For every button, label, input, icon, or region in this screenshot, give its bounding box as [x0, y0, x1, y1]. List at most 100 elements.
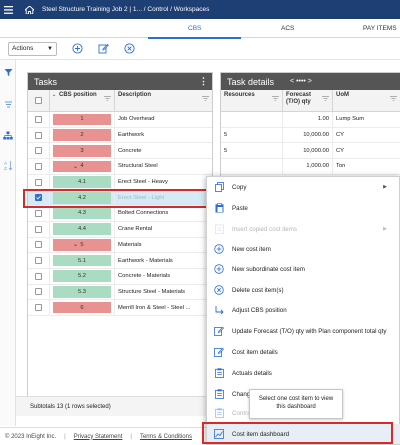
select-all-checkbox[interactable]: [35, 97, 42, 104]
description-cell[interactable]: Concrete: [118, 147, 142, 154]
detail-row[interactable]: 1,000.00 Ton: [221, 159, 400, 175]
kebab-menu-icon[interactable]: ⋮: [199, 76, 208, 86]
cbs-position-header[interactable]: CBS position ⌄: [50, 90, 115, 111]
row-checkbox[interactable]: [35, 241, 42, 249]
row-checkbox[interactable]: [35, 131, 42, 139]
uom-cell[interactable]: CY: [336, 147, 345, 154]
cbs-position-chip[interactable]: 5.2: [53, 270, 111, 283]
add-circle-icon[interactable]: [71, 43, 83, 55]
context-menu-item[interactable]: Copy ▶: [207, 177, 400, 197]
cbs-position-chip[interactable]: 6: [53, 301, 111, 314]
row-checkbox[interactable]: [35, 115, 42, 123]
row-checkbox[interactable]: [35, 147, 42, 155]
task-row[interactable]: 6 Merrill Iron & Steel - Steel ...: [28, 300, 212, 316]
context-menu-item[interactable]: Actuals details: [207, 363, 400, 383]
resources-cell[interactable]: 5: [221, 127, 283, 143]
description-cell[interactable]: Structural Steel: [118, 163, 158, 170]
description-cell[interactable]: Erect Steel - Light: [118, 194, 165, 201]
resources-header[interactable]: Resources: [221, 90, 283, 111]
row-checkbox[interactable]: [35, 225, 42, 233]
context-menu-item[interactable]: Insert copied cost items ▶: [207, 219, 400, 239]
cbs-position-chip[interactable]: 4.2: [53, 191, 111, 204]
detail-row[interactable]: 5 10,000.00 CY: [221, 143, 400, 160]
actions-dropdown[interactable]: Actions ▼: [8, 41, 57, 56]
task-row[interactable]: 4.2 Erect Steel - Light: [28, 190, 212, 207]
detail-row[interactable]: 1.00 Lump Sum: [221, 112, 400, 128]
cbs-position-chip[interactable]: 4.4: [53, 223, 111, 235]
row-checkbox[interactable]: [35, 178, 42, 186]
task-row[interactable]: 1 Job Overhead: [28, 112, 212, 128]
row-checkbox[interactable]: [35, 304, 42, 312]
context-menu-item[interactable]: Cost item details: [207, 342, 400, 362]
expand-chevron-icon[interactable]: ⌄: [73, 163, 79, 170]
cbs-position-chip[interactable]: 5.1: [53, 254, 111, 267]
detail-row[interactable]: 5 10,000.00 CY: [221, 127, 400, 144]
task-row[interactable]: 5.2 Concrete - Materials: [28, 268, 212, 285]
description-cell[interactable]: Materials: [118, 241, 142, 248]
details-pager[interactable]: < •••• >: [290, 78, 312, 85]
column-filter-icon[interactable]: [104, 96, 111, 101]
filter-icon[interactable]: [2, 66, 14, 78]
row-checkbox[interactable]: [35, 162, 42, 170]
uom-cell[interactable]: CY: [336, 132, 345, 139]
breadcrumb[interactable]: Steel Structure Training Job 2 | 1... / …: [42, 6, 210, 13]
context-menu-item[interactable]: Adjust CBS position: [207, 300, 400, 320]
hierarchy-icon[interactable]: [2, 129, 14, 141]
description-cell[interactable]: Earthwork: [118, 132, 145, 139]
context-menu-item[interactable]: Cost item dashboard: [207, 424, 400, 444]
resources-cell[interactable]: 5: [221, 143, 283, 159]
description-cell[interactable]: Crane Rental: [118, 226, 153, 233]
tab-pay-items[interactable]: PAY ITEMS: [363, 25, 397, 32]
uom-cell[interactable]: Ton: [336, 163, 346, 170]
column-filter-icon[interactable]: [202, 96, 209, 101]
context-menu-item[interactable]: Paste: [207, 198, 400, 218]
cbs-position-chip[interactable]: 4.3: [53, 207, 111, 220]
task-row[interactable]: 5.1 Earthwork - Materials: [28, 253, 212, 269]
column-filter-icon[interactable]: [322, 96, 329, 101]
hamburger-menu-icon[interactable]: [0, 0, 16, 19]
row-checkbox[interactable]: [35, 194, 42, 202]
row-checkbox[interactable]: [35, 257, 42, 265]
context-menu-item[interactable]: Change o: [207, 384, 400, 404]
description-cell[interactable]: Earthwork - Materials: [118, 257, 173, 264]
task-row[interactable]: ⌄ 5 Materials: [28, 237, 212, 254]
tab-acs[interactable]: ACS: [281, 25, 295, 32]
context-menu-item[interactable]: Delete cost item(s): [207, 280, 400, 300]
column-filter-icon[interactable]: [390, 96, 397, 101]
uom-cell[interactable]: Lump Sum: [336, 116, 365, 123]
description-header[interactable]: Description: [115, 90, 212, 111]
cbs-position-chip[interactable]: ⌄ 5: [53, 239, 111, 251]
row-checkbox[interactable]: [35, 209, 42, 217]
cbs-position-chip[interactable]: 4.1: [53, 176, 111, 188]
context-menu-item[interactable]: Update Forecast (T/O) qty with Plan comp…: [207, 321, 400, 341]
context-menu-item[interactable]: Contract: [207, 403, 400, 423]
home-icon[interactable]: [22, 0, 36, 19]
cbs-position-chip[interactable]: 1: [53, 113, 111, 126]
cbs-position-chip[interactable]: ⌄ 4: [53, 160, 111, 173]
task-row[interactable]: ⌄ 4 Structural Steel: [28, 159, 212, 175]
description-cell[interactable]: Concrete - Materials: [118, 273, 171, 280]
cbs-position-chip[interactable]: 5.3: [53, 286, 111, 298]
context-menu-item[interactable]: New cost item: [207, 239, 400, 259]
row-checkbox[interactable]: [35, 288, 42, 296]
column-filter-icon[interactable]: [272, 96, 279, 101]
terms-link[interactable]: Terms & Conditions: [139, 433, 192, 440]
task-row[interactable]: 2 Earthwork: [28, 127, 212, 144]
expand-chevron-icon[interactable]: ⌄: [73, 242, 79, 249]
forecast-cell[interactable]: 10,000.00: [283, 143, 333, 159]
forecast-header[interactable]: Forecast (T/O) qty: [283, 90, 333, 111]
cbs-position-chip[interactable]: 2: [53, 129, 111, 141]
tab-cbs[interactable]: CBS: [146, 19, 243, 39]
description-cell[interactable]: Bolted Connections: [118, 210, 169, 217]
context-menu-item[interactable]: New subordinate cost item: [207, 259, 400, 279]
resources-cell[interactable]: [221, 159, 283, 174]
task-row[interactable]: 3 Concrete: [28, 143, 212, 160]
uom-header[interactable]: UoM: [333, 90, 400, 111]
description-cell[interactable]: Structure Steel - Materials: [118, 288, 186, 295]
cbs-position-chip[interactable]: 3: [53, 144, 111, 157]
description-cell[interactable]: Merrill Iron & Steel - Steel ...: [118, 304, 191, 311]
forecast-cell[interactable]: 1.00: [283, 112, 333, 127]
cancel-circle-icon[interactable]: [123, 43, 135, 55]
description-cell[interactable]: Job Overhead: [118, 116, 155, 123]
